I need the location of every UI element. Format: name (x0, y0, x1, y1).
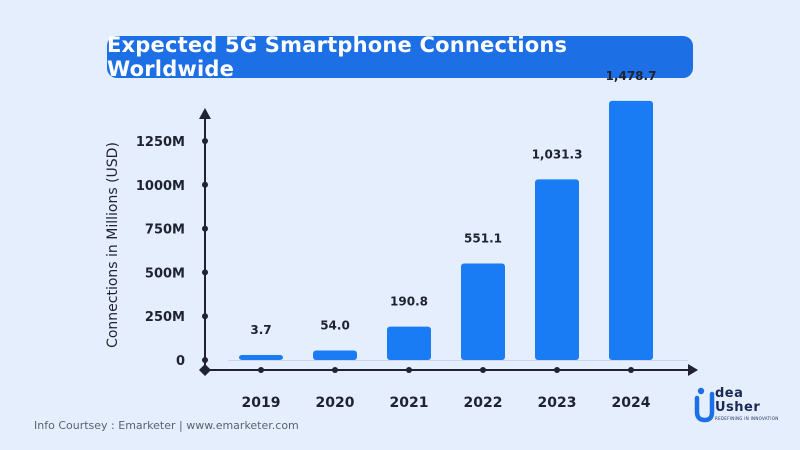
logo-icon (694, 387, 715, 423)
y-tick-label: 250M (145, 310, 185, 325)
brand-logo: dea Usher REDEFINING IN INNOVATION (693, 386, 778, 426)
x-tick-label: 2022 (464, 395, 503, 411)
y-tick-dot (202, 313, 208, 320)
chart-labels: 0 250M 500M 750M 1000M 1250M Connections in Mi… (105, 69, 656, 411)
y-axis-label: Connections in Millions (USD) (105, 142, 121, 348)
data-label: 3.7 (250, 323, 271, 337)
y-tick-dot (202, 138, 208, 144)
x-tick-label: 2019 (242, 395, 281, 411)
source-note: Info Courtsey : Emarketer | www.emarkete… (34, 419, 299, 432)
x-tick-label: 2020 (316, 395, 355, 411)
y-tick-label: 1250M (136, 135, 185, 150)
bar (239, 355, 283, 360)
data-label: 190.8 (390, 295, 428, 309)
x-axis-arrow-icon (688, 364, 698, 376)
y-tick-label: 0 (176, 354, 185, 369)
y-tick-dot (202, 357, 208, 363)
y-tick-dot (202, 181, 208, 188)
chart-axes (199, 108, 698, 376)
y-tick-label: 750M (145, 223, 185, 238)
x-tick-label: 2023 (538, 395, 577, 411)
x-tick-dot (406, 367, 412, 373)
x-tick-dot (480, 367, 486, 373)
logo-text-line2: Usher (715, 400, 761, 415)
y-tick-dot (202, 269, 208, 276)
axis-origin-marker (199, 364, 211, 376)
x-tick-dot (554, 367, 560, 373)
logo-tagline: REDEFINING IN INNOVATION (715, 416, 779, 421)
bar (609, 100, 653, 360)
bar (461, 263, 505, 360)
chart-title-banner: Expected 5G Smartphone Connections World… (107, 33, 693, 81)
bar (387, 326, 431, 360)
y-tick-dot (202, 225, 208, 232)
y-tick-label: 1000M (136, 179, 185, 194)
x-tick-label: 2024 (612, 395, 651, 411)
x-tick-dot (628, 367, 634, 373)
data-label: 54.0 (320, 319, 350, 333)
y-tick-label: 500M (145, 266, 185, 281)
logo-text-line1: dea (715, 386, 744, 401)
chart-title: Expected 5G Smartphone Connections World… (107, 33, 568, 81)
baseline (228, 360, 688, 361)
data-label: 551.1 (464, 231, 502, 245)
x-tick-dot (258, 367, 264, 373)
data-label: 1,478.7 (606, 69, 657, 83)
x-tick-label: 2021 (390, 395, 429, 411)
x-tick-dot (332, 367, 338, 373)
bar (313, 350, 357, 360)
y-axis-arrow-icon (199, 108, 211, 119)
chart-bars (239, 100, 653, 360)
data-label: 1,031.3 (532, 147, 583, 161)
bar (535, 179, 579, 360)
